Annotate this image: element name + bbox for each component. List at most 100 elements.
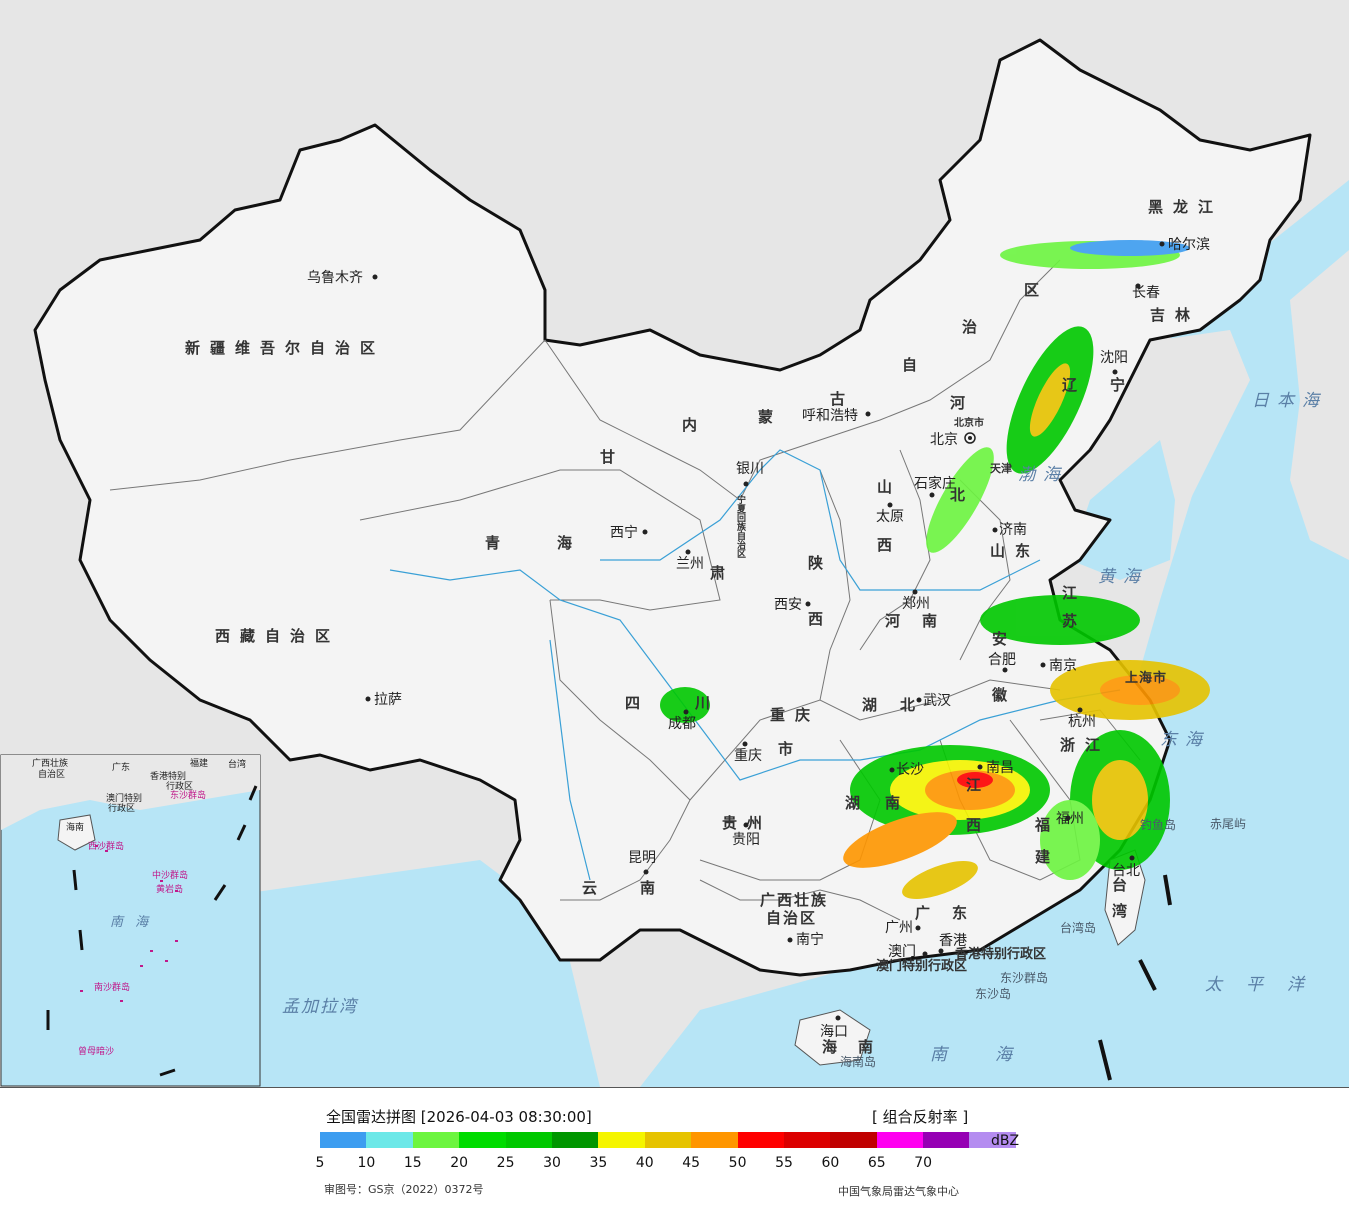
legend-swatch [876, 1132, 924, 1148]
legend-color-bar [320, 1132, 1016, 1148]
city-hongkong: 香港 [939, 933, 967, 949]
island-labels: 钓鱼岛 赤尾屿 台湾岛 东沙群岛 东沙岛 海南岛 [840, 817, 1246, 1069]
inset-zengmu: 曾母暗沙 [78, 1045, 114, 1057]
city-hangzhou: 杭州 [1068, 714, 1096, 730]
legend-unit: dBZ [991, 1133, 1020, 1149]
province-nmg-1: 内 [682, 416, 707, 434]
province-jilin: 吉林 [1150, 306, 1200, 324]
province-ningxia: 宁夏回族自治区 [735, 494, 747, 558]
province-guangxi-2: 自治区 [766, 909, 817, 927]
province-tianjin: 天津 [990, 461, 1012, 475]
legend-swatch [551, 1132, 599, 1148]
yellow-sea-area [1070, 440, 1175, 580]
province-gansu-2: 肃 [710, 564, 735, 582]
city-xian: 西安 [774, 597, 802, 613]
inset-labels: 广西壮族 自治区 广东 福建 台湾 香港特别 行政区 澳门特别 行政区 海南 东… [32, 757, 246, 1057]
province-jiangxi-1: 江 [966, 776, 991, 794]
legend-swatch [923, 1132, 970, 1148]
inset-macau-2: 行政区 [108, 802, 135, 814]
province-hebei-1: 河 [950, 394, 975, 412]
city-changchun: 长春 [1132, 285, 1160, 301]
legend-ticks: 5 10 15 20 25 30 35 40 45 50 55 60 65 70 [0, 1155, 1349, 1173]
province-anhui-2: 徽 [991, 686, 1017, 704]
city-guangzhou: 广州 [885, 920, 913, 936]
legend-swatch [783, 1132, 831, 1148]
city-beijing: 北京 [930, 432, 958, 448]
inset-nansha: 南沙群岛 [94, 981, 130, 993]
province-fujian-1: 福 [1034, 816, 1060, 834]
island-diaoyu: 钓鱼岛 [1140, 817, 1176, 832]
province-yunnan-2: 南 [640, 879, 665, 897]
legend-product: [ 组合反射率 ] [872, 1108, 969, 1126]
city-chongqing-city: 重庆 [734, 748, 762, 764]
legend-tick-label: 10 [357, 1155, 376, 1171]
island-dongsha-dao: 东沙岛 [975, 986, 1011, 1001]
province-shanxi-1: 山 [877, 478, 902, 496]
sea-south: 南海 [930, 1045, 1060, 1065]
inset-guangxi-1: 广西壮族 [32, 757, 68, 769]
province-sichuan-2: 川 [694, 694, 720, 712]
province-nmg-3: 古 [830, 390, 855, 408]
sea-east: 东海 [1160, 730, 1210, 750]
legend-swatch [366, 1132, 413, 1148]
inset-fujian: 福建 [190, 757, 208, 769]
legend-tick-label: 55 [775, 1155, 793, 1171]
city-nanchang: 南昌 [986, 760, 1014, 776]
agency-name: 中国气象局雷达气象中心 [838, 1185, 959, 1198]
legend-swatch [320, 1132, 367, 1148]
inset-huangyan: 黄岩岛 [156, 883, 183, 895]
province-shaanxi-2: 西 [808, 610, 833, 628]
sea-bohai: 渤海 [1018, 465, 1068, 485]
province-qinghai-2: 海 [557, 534, 582, 552]
sea-pacific: 太平洋 [1205, 975, 1328, 995]
province-hk: 香港特别行政区 [954, 946, 1046, 962]
city-jinan: 济南 [999, 522, 1027, 538]
province-beijing-shi: 北京市 [954, 416, 984, 429]
province-nmg-5: 治 [962, 318, 987, 336]
province-qinghai-1: 青 [485, 534, 510, 552]
province-nmg-2: 蒙 [758, 408, 783, 426]
legend-swatch [459, 1132, 506, 1148]
city-kunming: 昆明 [628, 850, 656, 866]
city-labels: 乌鲁木齐 拉萨 西宁 兰州 银川 呼和浩特 哈尔滨 长春 沈阳 北京 石家庄 太… [307, 237, 1210, 1040]
province-sichuan-1: 四 [625, 694, 650, 712]
inset-hk-2: 行政区 [166, 780, 193, 792]
province-hebei-2: 北 [950, 486, 975, 504]
legend-swatch [412, 1132, 460, 1148]
province-gansu-1: 甘 [600, 448, 625, 466]
province-nmg-6: 区 [1024, 281, 1049, 299]
province-borders [109, 259, 1141, 921]
pacific-sea [640, 180, 1349, 1087]
inset-guangxi-2: 自治区 [38, 768, 65, 780]
province-zhejiang: 浙江 [1060, 736, 1110, 754]
city-chengdu: 成都 [668, 716, 696, 732]
legend-tick-label: 30 [543, 1155, 561, 1171]
island-dongsha-qundao: 东沙群岛 [1000, 970, 1048, 985]
city-wuhan: 武汉 [923, 693, 951, 709]
radar-map: 新疆维吾尔自治区 西藏自治区 青 海 甘 肃 四 川 云 南 内 蒙 古 自 治… [0, 0, 1349, 1087]
map-review-number: 审图号：GS京（2022）0372号 [324, 1183, 484, 1196]
inset-hk-1: 香港特别 [150, 770, 186, 782]
legend-swatch [737, 1132, 784, 1148]
legend-tick-label: 20 [450, 1155, 469, 1171]
city-fuzhou: 福州 [1056, 811, 1084, 827]
legend-swatch [969, 1132, 1016, 1148]
city-macau: 澳门 [888, 944, 916, 960]
south-china-sea-inset [0, 754, 261, 1087]
city-urumqi: 乌鲁木齐 [307, 270, 363, 286]
province-hubei-1: 湖 [862, 696, 887, 714]
island-chiwei: 赤尾屿 [1210, 817, 1246, 831]
province-hunan-1: 湖 [845, 794, 870, 812]
inset-dongsha: 东沙群岛 [170, 789, 206, 801]
radar-echoes [660, 240, 1210, 899]
province-jiangsu-2: 苏 [1062, 612, 1087, 630]
legend-tick-label: 50 [728, 1155, 747, 1171]
province-anhui-1: 安 [992, 630, 1017, 648]
province-fujian-2: 建 [1035, 848, 1060, 866]
city-haikou: 海口 [820, 1024, 848, 1040]
province-guangdong-1: 广 [915, 904, 940, 922]
province-shandong: 山东 [990, 542, 1040, 560]
province-nmg-4: 自 [902, 356, 927, 374]
legend-tick-label: 65 [867, 1155, 886, 1171]
